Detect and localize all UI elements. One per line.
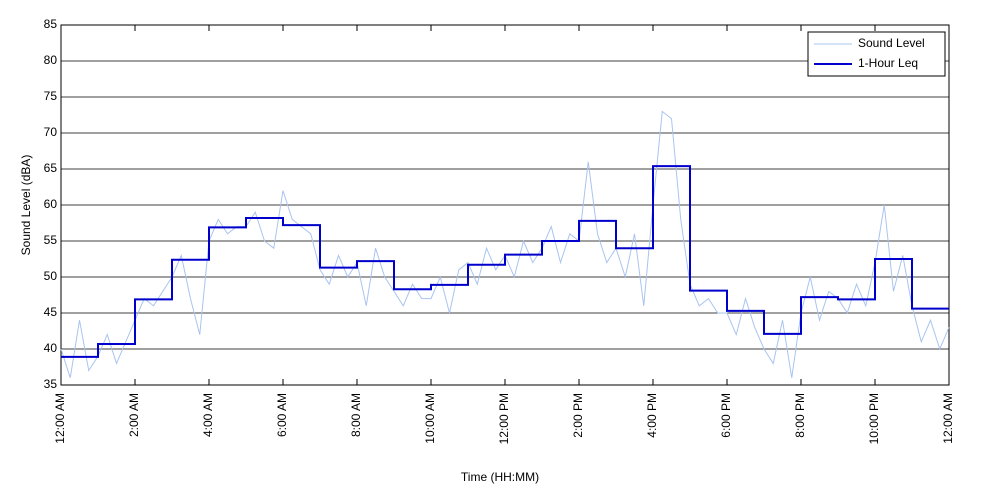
x-tick-label: 2:00 PM xyxy=(571,393,585,438)
x-tick-label: 6:00 PM xyxy=(719,393,733,438)
legend-label: 1-Hour Leq xyxy=(858,56,918,70)
y-axis-label: Sound Level (dBA) xyxy=(19,155,33,256)
x-tick-label: 12:00 AM xyxy=(53,393,67,444)
x-axis-label: Time (HH:MM) xyxy=(461,470,539,484)
y-tick-label: 85 xyxy=(44,17,58,31)
y-tick-label: 45 xyxy=(44,305,58,319)
y-tick-label: 40 xyxy=(44,341,58,355)
x-tick-label: 4:00 AM xyxy=(201,393,215,437)
x-tick-label: 10:00 AM xyxy=(423,393,437,444)
y-tick-label: 70 xyxy=(44,125,58,139)
x-tick-label: 2:00 AM xyxy=(127,393,141,437)
x-tick-label: 12:00 AM xyxy=(941,393,955,444)
leq-line xyxy=(61,165,949,358)
x-tick-label: 10:00 PM xyxy=(867,393,881,444)
y-tick-label: 60 xyxy=(44,197,58,211)
legend-label: Sound Level xyxy=(858,36,925,50)
legend-box xyxy=(807,31,946,77)
y-tick-label: 55 xyxy=(44,233,58,247)
x-tick-label: 12:00 PM xyxy=(497,393,511,444)
y-tick-label: 80 xyxy=(44,53,58,67)
y-tick-label: 65 xyxy=(44,161,58,175)
y-tick-label: 35 xyxy=(44,377,58,391)
x-tick-label: 8:00 PM xyxy=(793,393,807,438)
y-tick-label: 75 xyxy=(44,89,58,103)
x-tick-label: 4:00 PM xyxy=(645,393,659,438)
x-tick-label: 8:00 AM xyxy=(349,393,363,437)
y-tick-label: 50 xyxy=(44,269,58,283)
x-tick-label: 6:00 AM xyxy=(275,393,289,437)
